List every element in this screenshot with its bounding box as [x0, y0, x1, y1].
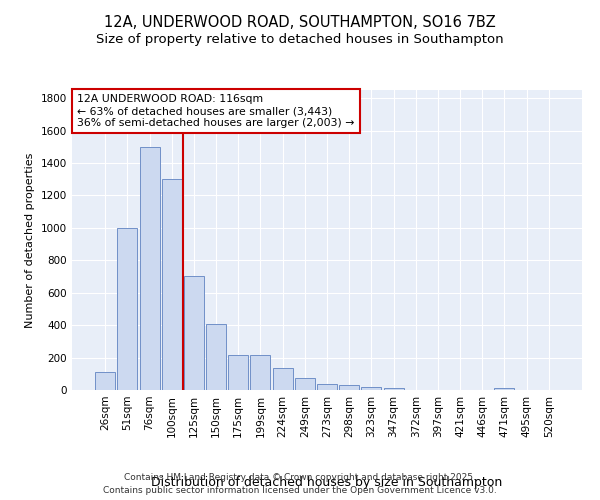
Text: Contains HM Land Registry data © Crown copyright and database right 2025.
Contai: Contains HM Land Registry data © Crown c…	[103, 474, 497, 495]
Bar	[317, 384, 337, 390]
Bar	[250, 355, 271, 390]
Bar	[95, 372, 115, 390]
Bar	[383, 388, 404, 390]
Bar	[228, 355, 248, 390]
Bar	[361, 387, 382, 390]
Bar	[272, 368, 293, 390]
X-axis label: Distribution of detached houses by size in Southampton: Distribution of detached houses by size …	[151, 476, 503, 489]
Bar	[162, 179, 182, 390]
Text: 12A, UNDERWOOD ROAD, SOUTHAMPTON, SO16 7BZ: 12A, UNDERWOOD ROAD, SOUTHAMPTON, SO16 7…	[104, 15, 496, 30]
Bar	[184, 276, 204, 390]
Bar	[140, 147, 160, 390]
Text: Size of property relative to detached houses in Southampton: Size of property relative to detached ho…	[96, 32, 504, 46]
Bar	[118, 228, 137, 390]
Bar	[295, 378, 315, 390]
Text: 12A UNDERWOOD ROAD: 116sqm
← 63% of detached houses are smaller (3,443)
36% of s: 12A UNDERWOOD ROAD: 116sqm ← 63% of deta…	[77, 94, 355, 128]
Y-axis label: Number of detached properties: Number of detached properties	[25, 152, 35, 328]
Bar	[206, 324, 226, 390]
Bar	[339, 385, 359, 390]
Bar	[494, 388, 514, 390]
